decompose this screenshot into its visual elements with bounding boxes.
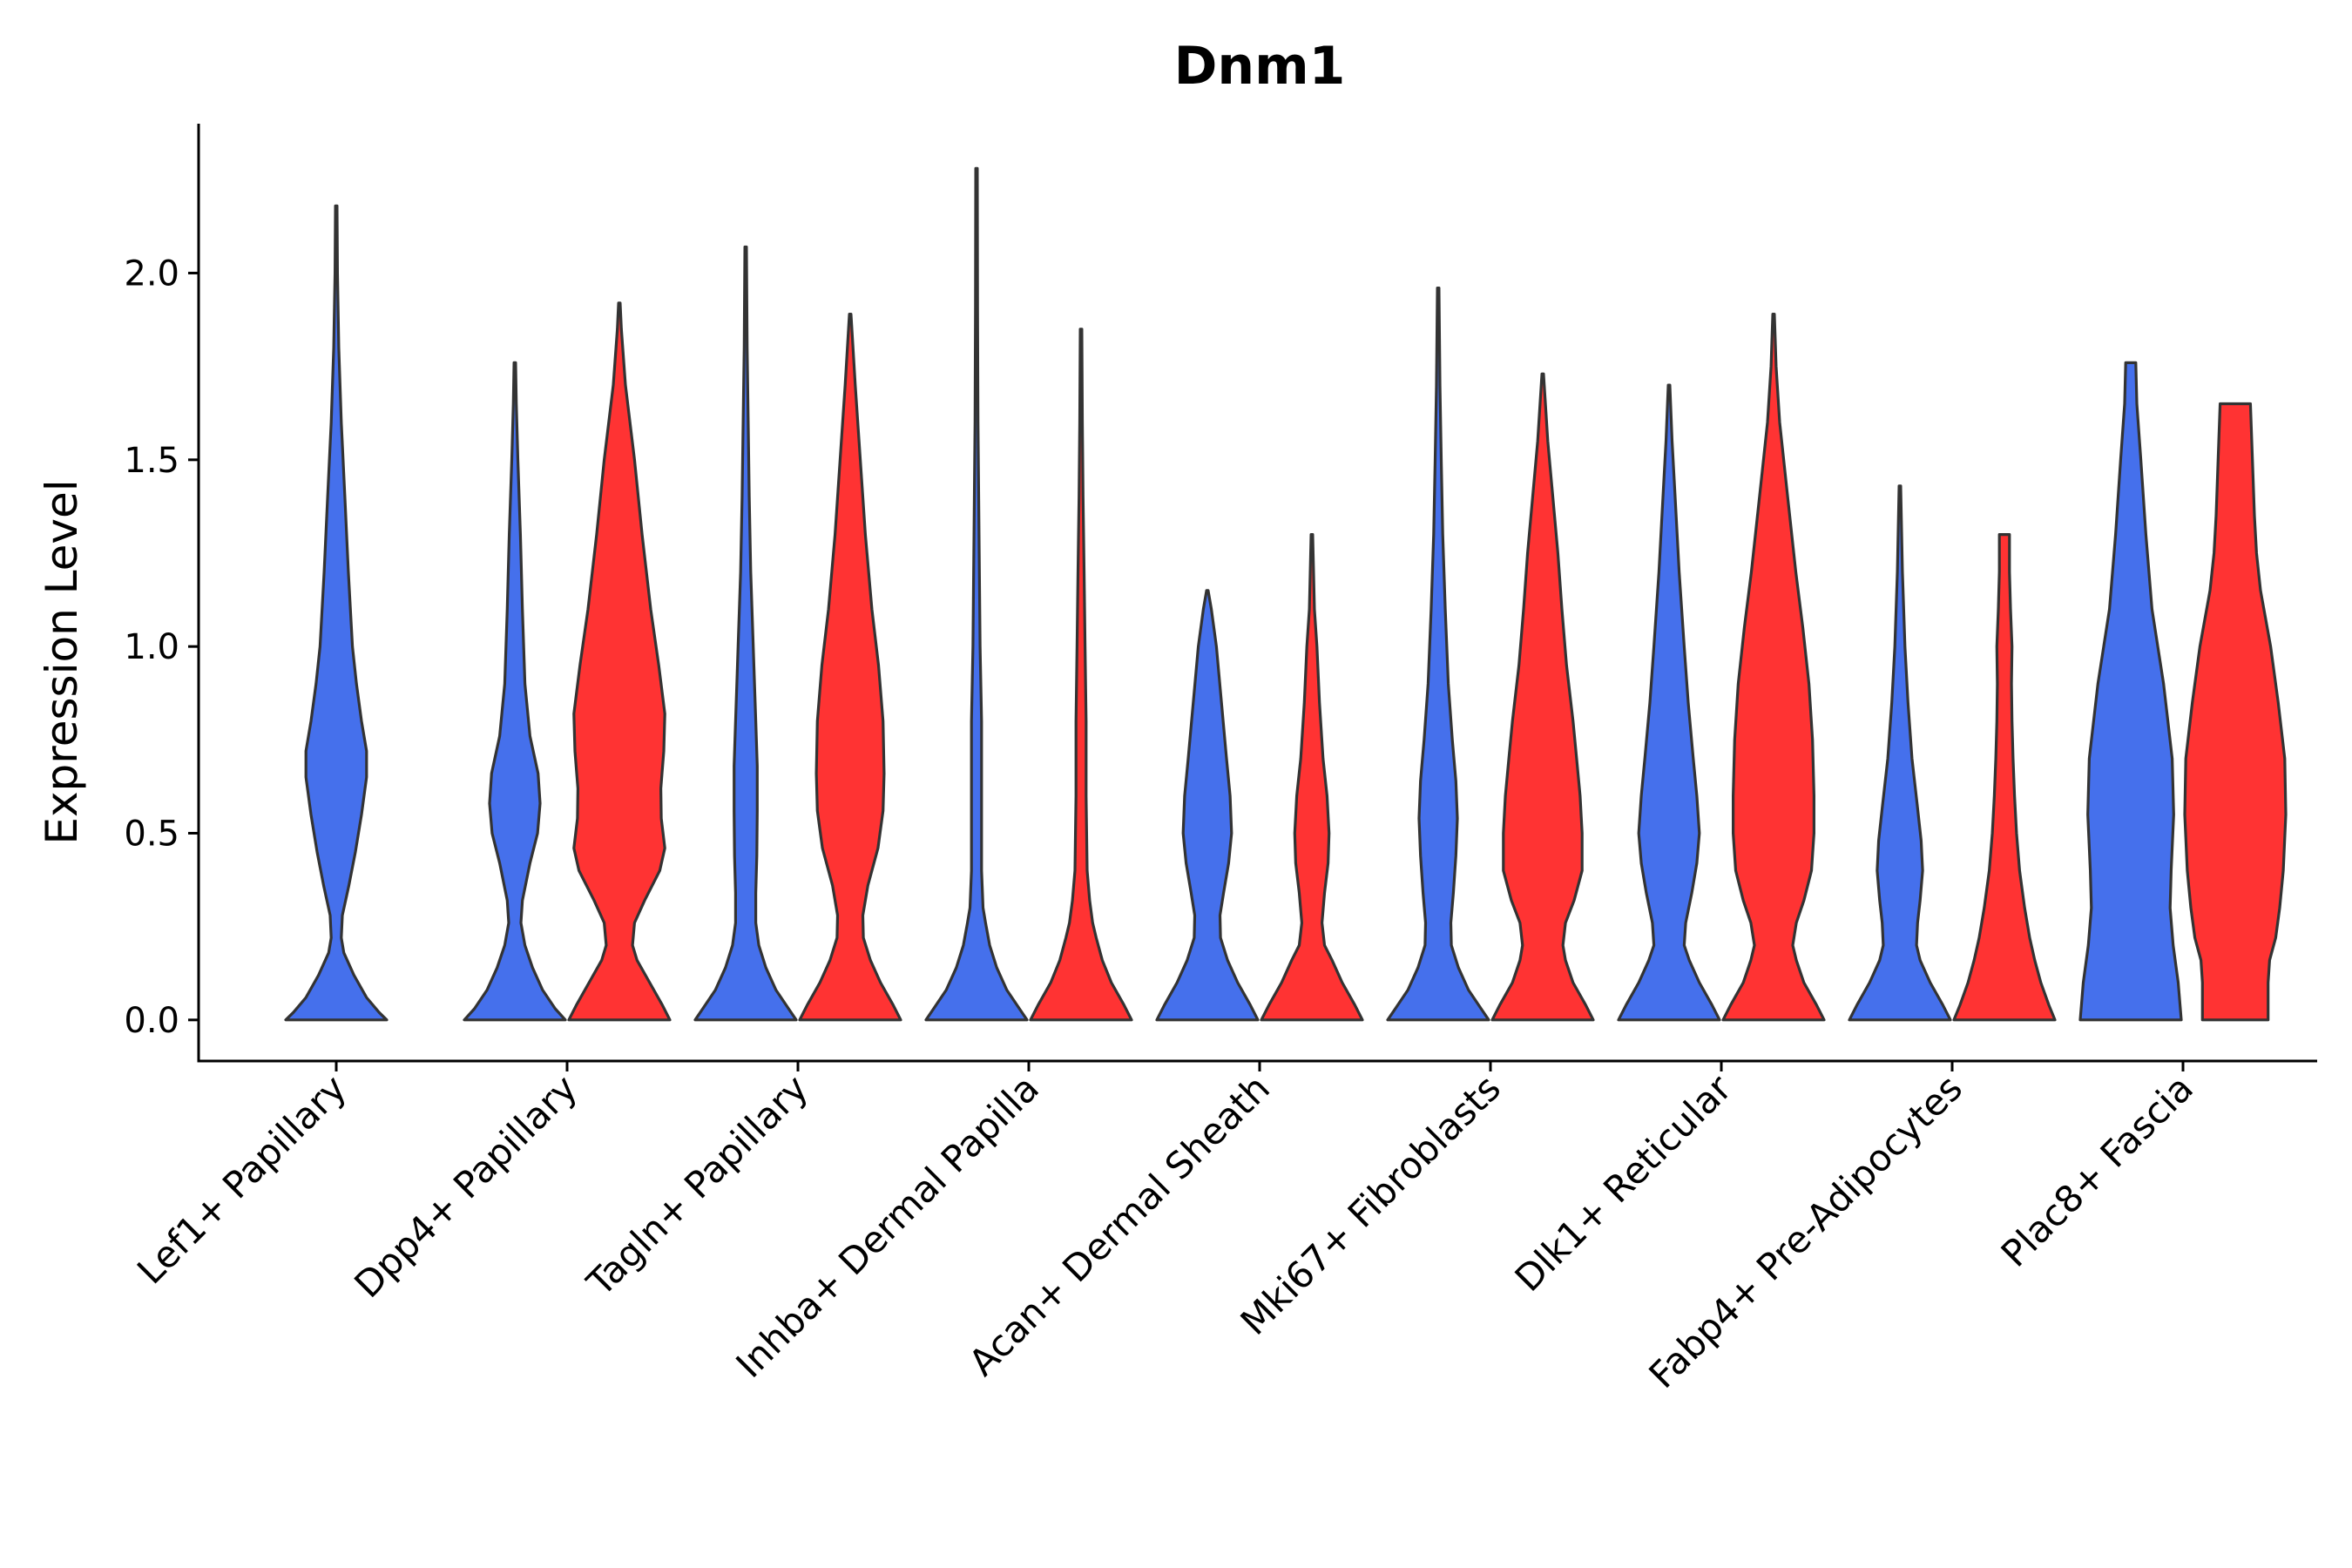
violin-dlk1-reticular-group-1 — [1617, 383, 1721, 1022]
y-tick-label: 1.0 — [124, 627, 179, 667]
x-tick-label-mki67-fibroblasts: Mki67+ Fibroblasts — [1233, 1066, 1509, 1342]
violin-fabp4-pre-adipocytes-group-2 — [1952, 533, 2057, 1022]
x-tick-label-plac8-fascia: Plac8+ Fascia — [1993, 1066, 2201, 1274]
violin-dpp4-papillary-group-2 — [567, 301, 672, 1022]
chart-title: Dnm1 — [1174, 36, 1346, 97]
violin-dlk1-reticular-group-2 — [1721, 313, 1826, 1022]
violin-layer — [284, 166, 2288, 1022]
violin-fabp4-pre-adipocytes-group-1 — [1848, 484, 1952, 1022]
x-tick-label-lef1-papillary: Lef1+ Papillary — [129, 1066, 355, 1292]
violin-mki67-fibroblasts-group-2 — [1490, 372, 1595, 1022]
violin-tagln-papillary-group-2 — [798, 313, 902, 1022]
violin-plac8-fascia-group-1 — [2078, 361, 2183, 1022]
violin-acan-dermal-sheath-group-1 — [1155, 589, 1260, 1022]
y-tick-label: 0.5 — [124, 814, 179, 855]
violin-tagln-papillary-group-1 — [693, 245, 798, 1022]
x-tick-label-dlk1-reticular: Dlk1+ Reticular — [1507, 1066, 1740, 1300]
violin-inhba-dermal-papilla-group-1 — [924, 166, 1029, 1022]
violin-lef1-papillary-group-1 — [284, 204, 389, 1022]
y-tick-label: 1.5 — [124, 441, 179, 481]
violin-inhba-dermal-papilla-group-2 — [1029, 328, 1133, 1022]
violin-dpp4-papillary-group-1 — [463, 361, 567, 1022]
x-tick-label-dpp4-papillary: Dpp4+ Papillary — [346, 1066, 585, 1306]
x-tick-label-tagln-papillary: Tagln+ Papillary — [578, 1066, 816, 1304]
violin-acan-dermal-sheath-group-2 — [1260, 533, 1364, 1022]
y-tick-label: 0.0 — [124, 1001, 179, 1041]
y-axis-ticks: 0.0 0.5 1.0 1.5 2.0 — [124, 253, 199, 1041]
y-axis-label: Expression Level — [37, 479, 87, 844]
y-tick-label: 2.0 — [124, 253, 179, 294]
violin-plac8-fascia-group-2 — [2183, 402, 2288, 1022]
violin-mki67-fibroblasts-group-1 — [1386, 287, 1490, 1022]
